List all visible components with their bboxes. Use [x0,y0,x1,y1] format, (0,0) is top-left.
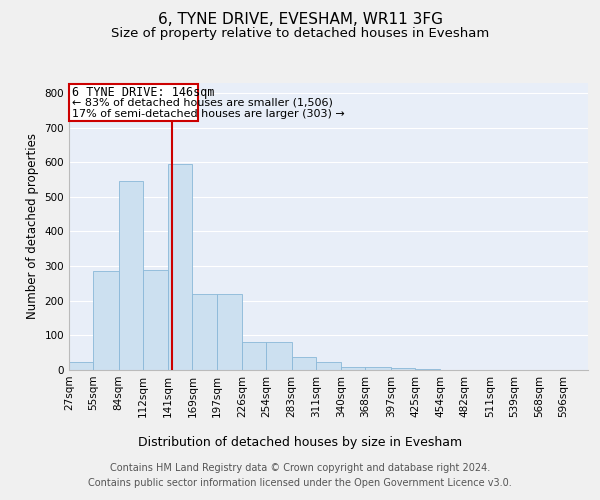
Y-axis label: Number of detached properties: Number of detached properties [26,133,39,320]
Bar [94,272,119,370]
Text: Distribution of detached houses by size in Evesham: Distribution of detached houses by size … [138,436,462,449]
Text: 6 TYNE DRIVE: 146sqm: 6 TYNE DRIVE: 146sqm [71,86,214,98]
Bar [391,368,415,370]
Text: ← 83% of detached houses are smaller (1,506): ← 83% of detached houses are smaller (1,… [71,98,332,108]
Text: 6, TYNE DRIVE, EVESHAM, WR11 3FG: 6, TYNE DRIVE, EVESHAM, WR11 3FG [157,12,443,28]
Bar [168,164,193,370]
Bar [217,294,242,370]
FancyBboxPatch shape [69,84,197,122]
Bar [316,362,341,370]
Bar [341,366,365,370]
Text: 17% of semi-detached houses are larger (303) →: 17% of semi-detached houses are larger (… [71,109,344,119]
Text: Size of property relative to detached houses in Evesham: Size of property relative to detached ho… [111,28,489,40]
Bar [143,270,168,370]
Bar [266,342,292,370]
Bar [292,357,316,370]
Bar [193,294,217,370]
Bar [119,181,143,370]
Bar [365,366,391,370]
Bar [69,362,94,370]
Bar [242,342,266,370]
Text: Contains HM Land Registry data © Crown copyright and database right 2024.
Contai: Contains HM Land Registry data © Crown c… [88,462,512,487]
